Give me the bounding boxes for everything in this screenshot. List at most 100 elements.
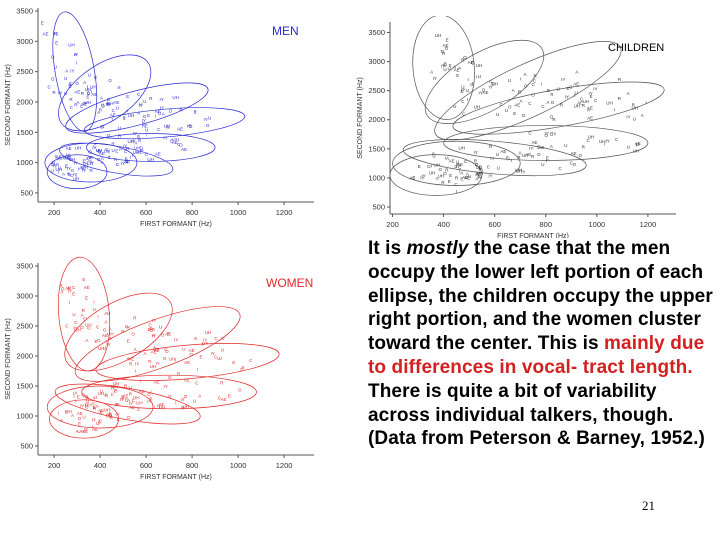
children-y-tick-label: 500 [372, 203, 385, 212]
children-data-point: A [475, 176, 478, 181]
children-data-point: AE [587, 116, 593, 121]
men-data-point: R [52, 90, 56, 95]
men-data-point: I [155, 114, 156, 119]
women-data-point: UH [107, 331, 114, 336]
children-data-point: U [575, 90, 578, 95]
children-data-point: I [614, 107, 615, 112]
men-data-point: U [172, 137, 175, 142]
men-data-point: I [70, 153, 71, 158]
women-data-point: UH [159, 405, 166, 410]
children-data-point: AE [570, 151, 576, 156]
women-data-point: UH [205, 330, 212, 335]
children-data-point: A [430, 69, 433, 74]
children-vowel-ellipse [424, 39, 545, 124]
children-vowel-ellipse [412, 16, 475, 120]
men-data-point: R [179, 107, 183, 112]
women-data-point: IY [80, 403, 84, 408]
men-x-tick-label: 1200 [276, 208, 293, 217]
children-data-point: A [550, 144, 553, 149]
women-data-point: O [97, 338, 101, 343]
men-data-point: O [143, 114, 147, 119]
men-data-point: IY [160, 105, 164, 110]
women-data-point: UH [150, 364, 157, 369]
children-data-point: A [641, 113, 644, 118]
women-data-point: C [96, 324, 100, 329]
men-vowel-ellipse [83, 107, 246, 140]
men-data-point: UH [128, 113, 135, 118]
women-data-point: R [93, 406, 97, 411]
men-y-tick-label: 3500 [16, 7, 33, 16]
men-data-point: IY [83, 101, 87, 106]
women-data-point: A [198, 393, 201, 398]
men-data-point: O [71, 168, 75, 173]
women-x-tick-label: 1200 [276, 461, 293, 470]
children-data-point: A [508, 156, 511, 161]
children-data-point: IY [433, 76, 437, 81]
children-data-point: C [464, 159, 468, 164]
men-data-point: IY [58, 91, 62, 96]
women-x-tick-label: 200 [48, 461, 61, 470]
women-data-point: I [75, 399, 76, 404]
men-data-point: AE [110, 112, 116, 117]
women-y-tick-label: 500 [20, 442, 33, 451]
women-data-point: A [85, 338, 88, 343]
women-data-point: O [168, 375, 172, 380]
children-data-point: UH [477, 171, 484, 176]
women-data-point: E [78, 422, 81, 427]
children-data-point: U [443, 67, 446, 72]
women-x-axis-label: FIRST FORMANT (Hz) [140, 474, 212, 481]
women-vowel-ellipse [95, 343, 280, 381]
children-data-point: UH [599, 139, 606, 144]
children-data-point: A [432, 151, 435, 156]
children-data-point: R [582, 103, 586, 108]
women-data-point: R [127, 325, 131, 330]
children-data-point: R [618, 77, 622, 82]
men-data-point: AE [155, 151, 161, 156]
men-data-point: C [69, 81, 73, 86]
women-data-point: R [115, 402, 119, 407]
women-data-point: C [137, 407, 141, 412]
children-data-point: IY [420, 175, 424, 180]
men-data-point: UH [107, 101, 114, 106]
men-data-point: IY [187, 123, 191, 128]
men-data-point: IY [67, 166, 71, 171]
women-data-point: O [161, 332, 165, 337]
men-data-point: C [97, 149, 101, 154]
women-data-point: R [177, 371, 181, 376]
caption-part-5: There is quite a bit of variability acro… [368, 380, 705, 450]
women-data-point: IY [84, 427, 88, 432]
men-data-point: IY [142, 118, 146, 123]
men-data-point: R [106, 102, 110, 107]
men-data-point: UH [96, 148, 103, 153]
children-data-point: UH [476, 165, 483, 170]
children-data-point: C [487, 165, 491, 170]
children-data-point: U [505, 108, 508, 113]
children-data-point: AE [500, 149, 506, 154]
women-data-point: IY [164, 384, 168, 389]
women-x-tick-label: 600 [140, 461, 153, 470]
children-data-point: AE [468, 60, 474, 65]
children-data-point: R [479, 167, 483, 172]
children-data-point: IY [488, 173, 492, 178]
men-data-point: C [87, 91, 91, 96]
men-data-point: E [125, 158, 128, 163]
men-data-point: E [115, 149, 118, 154]
children-data-point: C [559, 166, 563, 171]
women-data-point: U [96, 421, 99, 426]
women-data-point: R [85, 394, 89, 399]
women-data-point: R [129, 361, 133, 366]
children-data-point: AE [443, 43, 449, 48]
women-data-point: A [121, 396, 124, 401]
men-data-point: A [83, 80, 86, 85]
men-data-point: IY [70, 68, 74, 73]
men-data-point: IY [121, 161, 125, 166]
women-data-point: I [175, 357, 176, 362]
women-data-point: A [60, 290, 63, 295]
men-data-point: AE [56, 155, 62, 160]
men-data-point: AE [74, 90, 80, 95]
children-data-point: E [546, 156, 549, 161]
women-data-point: C [86, 396, 90, 401]
children-data-point: UH [515, 167, 522, 172]
children-data-point: C [528, 131, 532, 136]
men-y-tick-label: 2500 [16, 67, 33, 76]
